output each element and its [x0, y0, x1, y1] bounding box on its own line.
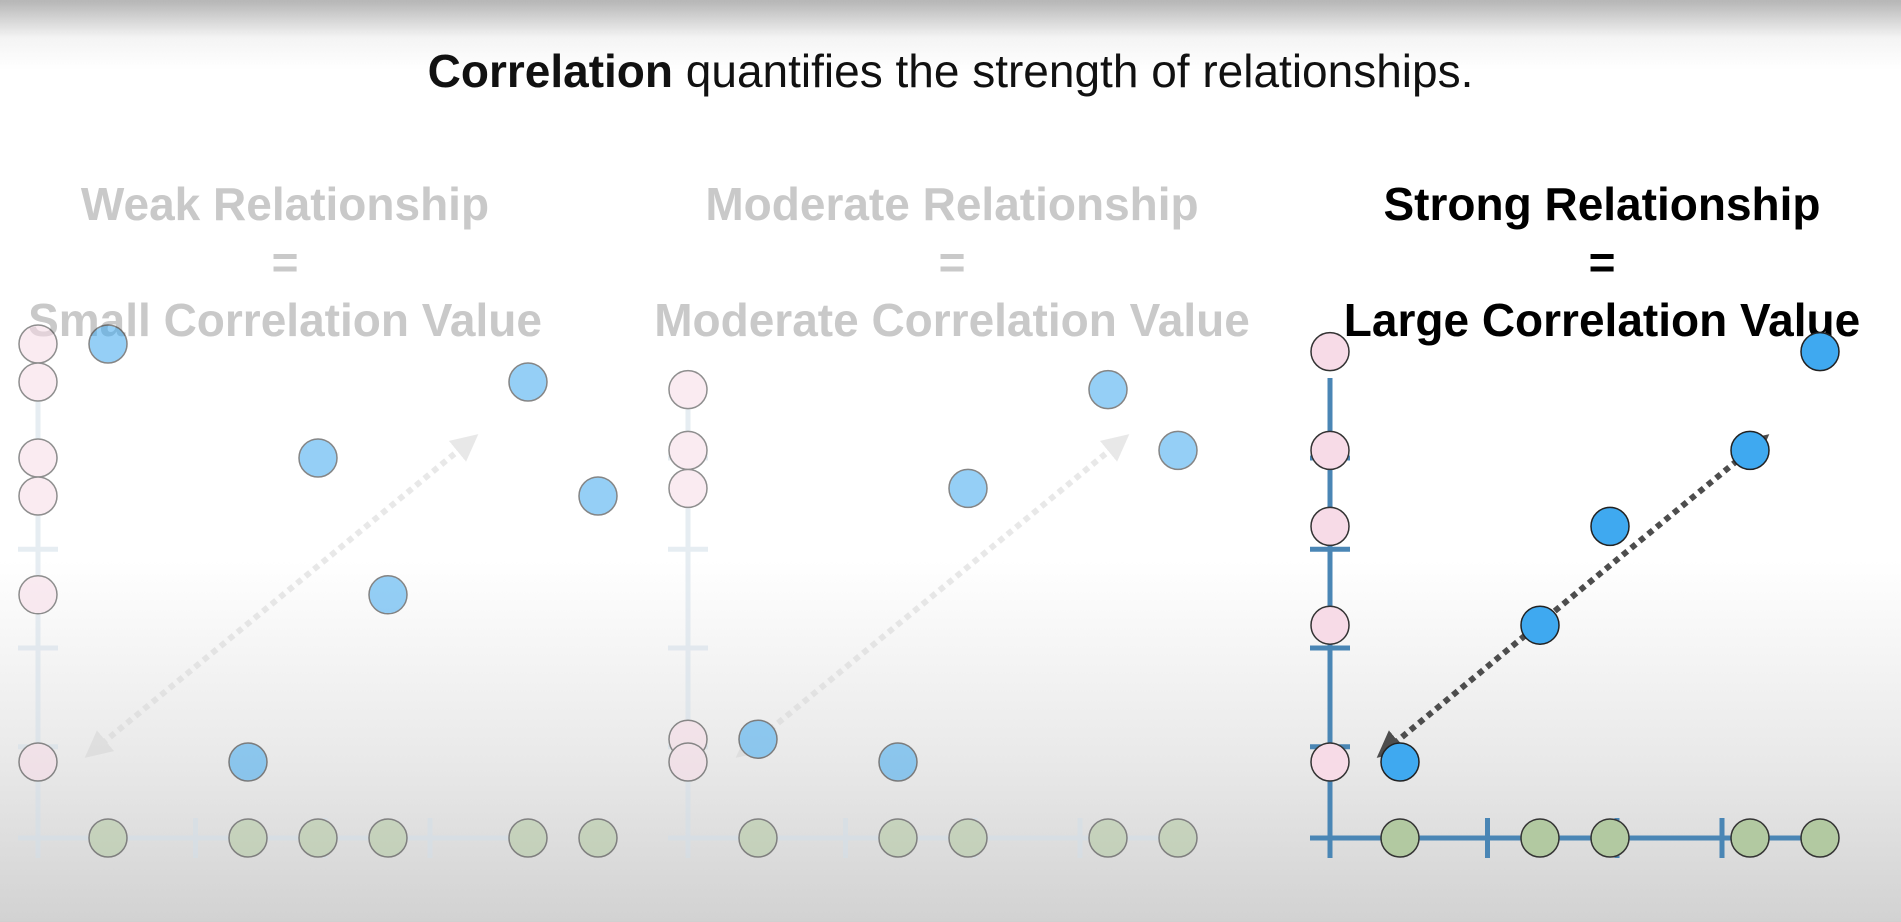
x-projection-point: [88, 818, 128, 858]
trend-arrow: [84, 434, 479, 758]
data-point: [1800, 331, 1840, 372]
x-projection-point: [578, 818, 618, 858]
y-projection-point: [1310, 742, 1350, 782]
panel-3: [1310, 331, 1840, 858]
x-projection-point: [1158, 818, 1198, 858]
data-point: [368, 575, 408, 615]
moderate-title-top: Moderate Relationship: [705, 178, 1199, 230]
x-projection-point: [298, 818, 338, 858]
weak-title-top: Weak Relationship: [80, 178, 490, 230]
y-projection-point: [668, 468, 708, 509]
x-projection-point: [948, 818, 988, 858]
x-projection-point: [1730, 818, 1770, 858]
strong-panel-title: Strong Relationship = Large Correlation …: [1282, 175, 1901, 349]
data-point: [878, 742, 918, 782]
moderate-title-bottom: Moderate Correlation Value: [654, 294, 1250, 346]
data-point: [1088, 369, 1128, 410]
y-projection-point: [668, 430, 708, 471]
moderate-title-eq: =: [938, 236, 966, 288]
data-point: [508, 362, 548, 402]
data-point: [1158, 430, 1198, 471]
y-projection-point: [18, 476, 58, 516]
y-projection-point: [18, 324, 58, 364]
moderate-panel-title: Moderate Relationship = Moderate Correla…: [632, 175, 1272, 349]
x-projection-point: [1088, 818, 1128, 858]
y-projection-point: [1310, 506, 1350, 547]
y-projection-point: [1310, 605, 1350, 645]
data-point: [578, 476, 618, 516]
x-projection-point: [878, 818, 918, 858]
data-point: [1590, 506, 1630, 547]
data-point: [1730, 430, 1770, 471]
x-projection-point: [228, 818, 268, 858]
data-point: [948, 468, 988, 509]
x-projection-point: [1380, 818, 1420, 858]
strong-title-top: Strong Relationship: [1383, 178, 1821, 230]
trend-arrow: [1376, 434, 1770, 758]
y-projection-point: [18, 742, 58, 782]
x-projection-point: [368, 818, 408, 858]
strong-title-bottom: Large Correlation Value: [1343, 294, 1861, 346]
trend-arrow: [735, 434, 1130, 758]
data-point: [298, 438, 338, 478]
x-projection-point: [1590, 818, 1630, 858]
data-point: [88, 324, 128, 364]
y-projection-point: [18, 575, 58, 615]
panel-2: [668, 369, 1198, 858]
y-projection-point: [1310, 331, 1350, 372]
y-projection-point: [18, 438, 58, 478]
headline: Correlation quantifies the strength of r…: [0, 44, 1901, 98]
panel-1: [18, 324, 618, 858]
data-point: [738, 719, 778, 759]
headline-rest: quantifies the strength of relationships…: [673, 45, 1474, 97]
y-projection-point: [668, 742, 708, 782]
weak-title-eq: =: [271, 236, 299, 288]
x-projection-point: [738, 818, 778, 858]
data-point: [1520, 605, 1560, 645]
x-projection-point: [508, 818, 548, 858]
strong-title-eq: =: [1588, 236, 1616, 288]
y-projection-point: [1310, 430, 1350, 471]
y-projection-point: [668, 369, 708, 410]
x-projection-point: [1520, 818, 1560, 858]
headline-bold: Correlation: [427, 45, 673, 97]
data-point: [228, 742, 268, 782]
x-projection-point: [1800, 818, 1840, 858]
data-point: [1380, 742, 1420, 782]
y-projection-point: [18, 362, 58, 402]
